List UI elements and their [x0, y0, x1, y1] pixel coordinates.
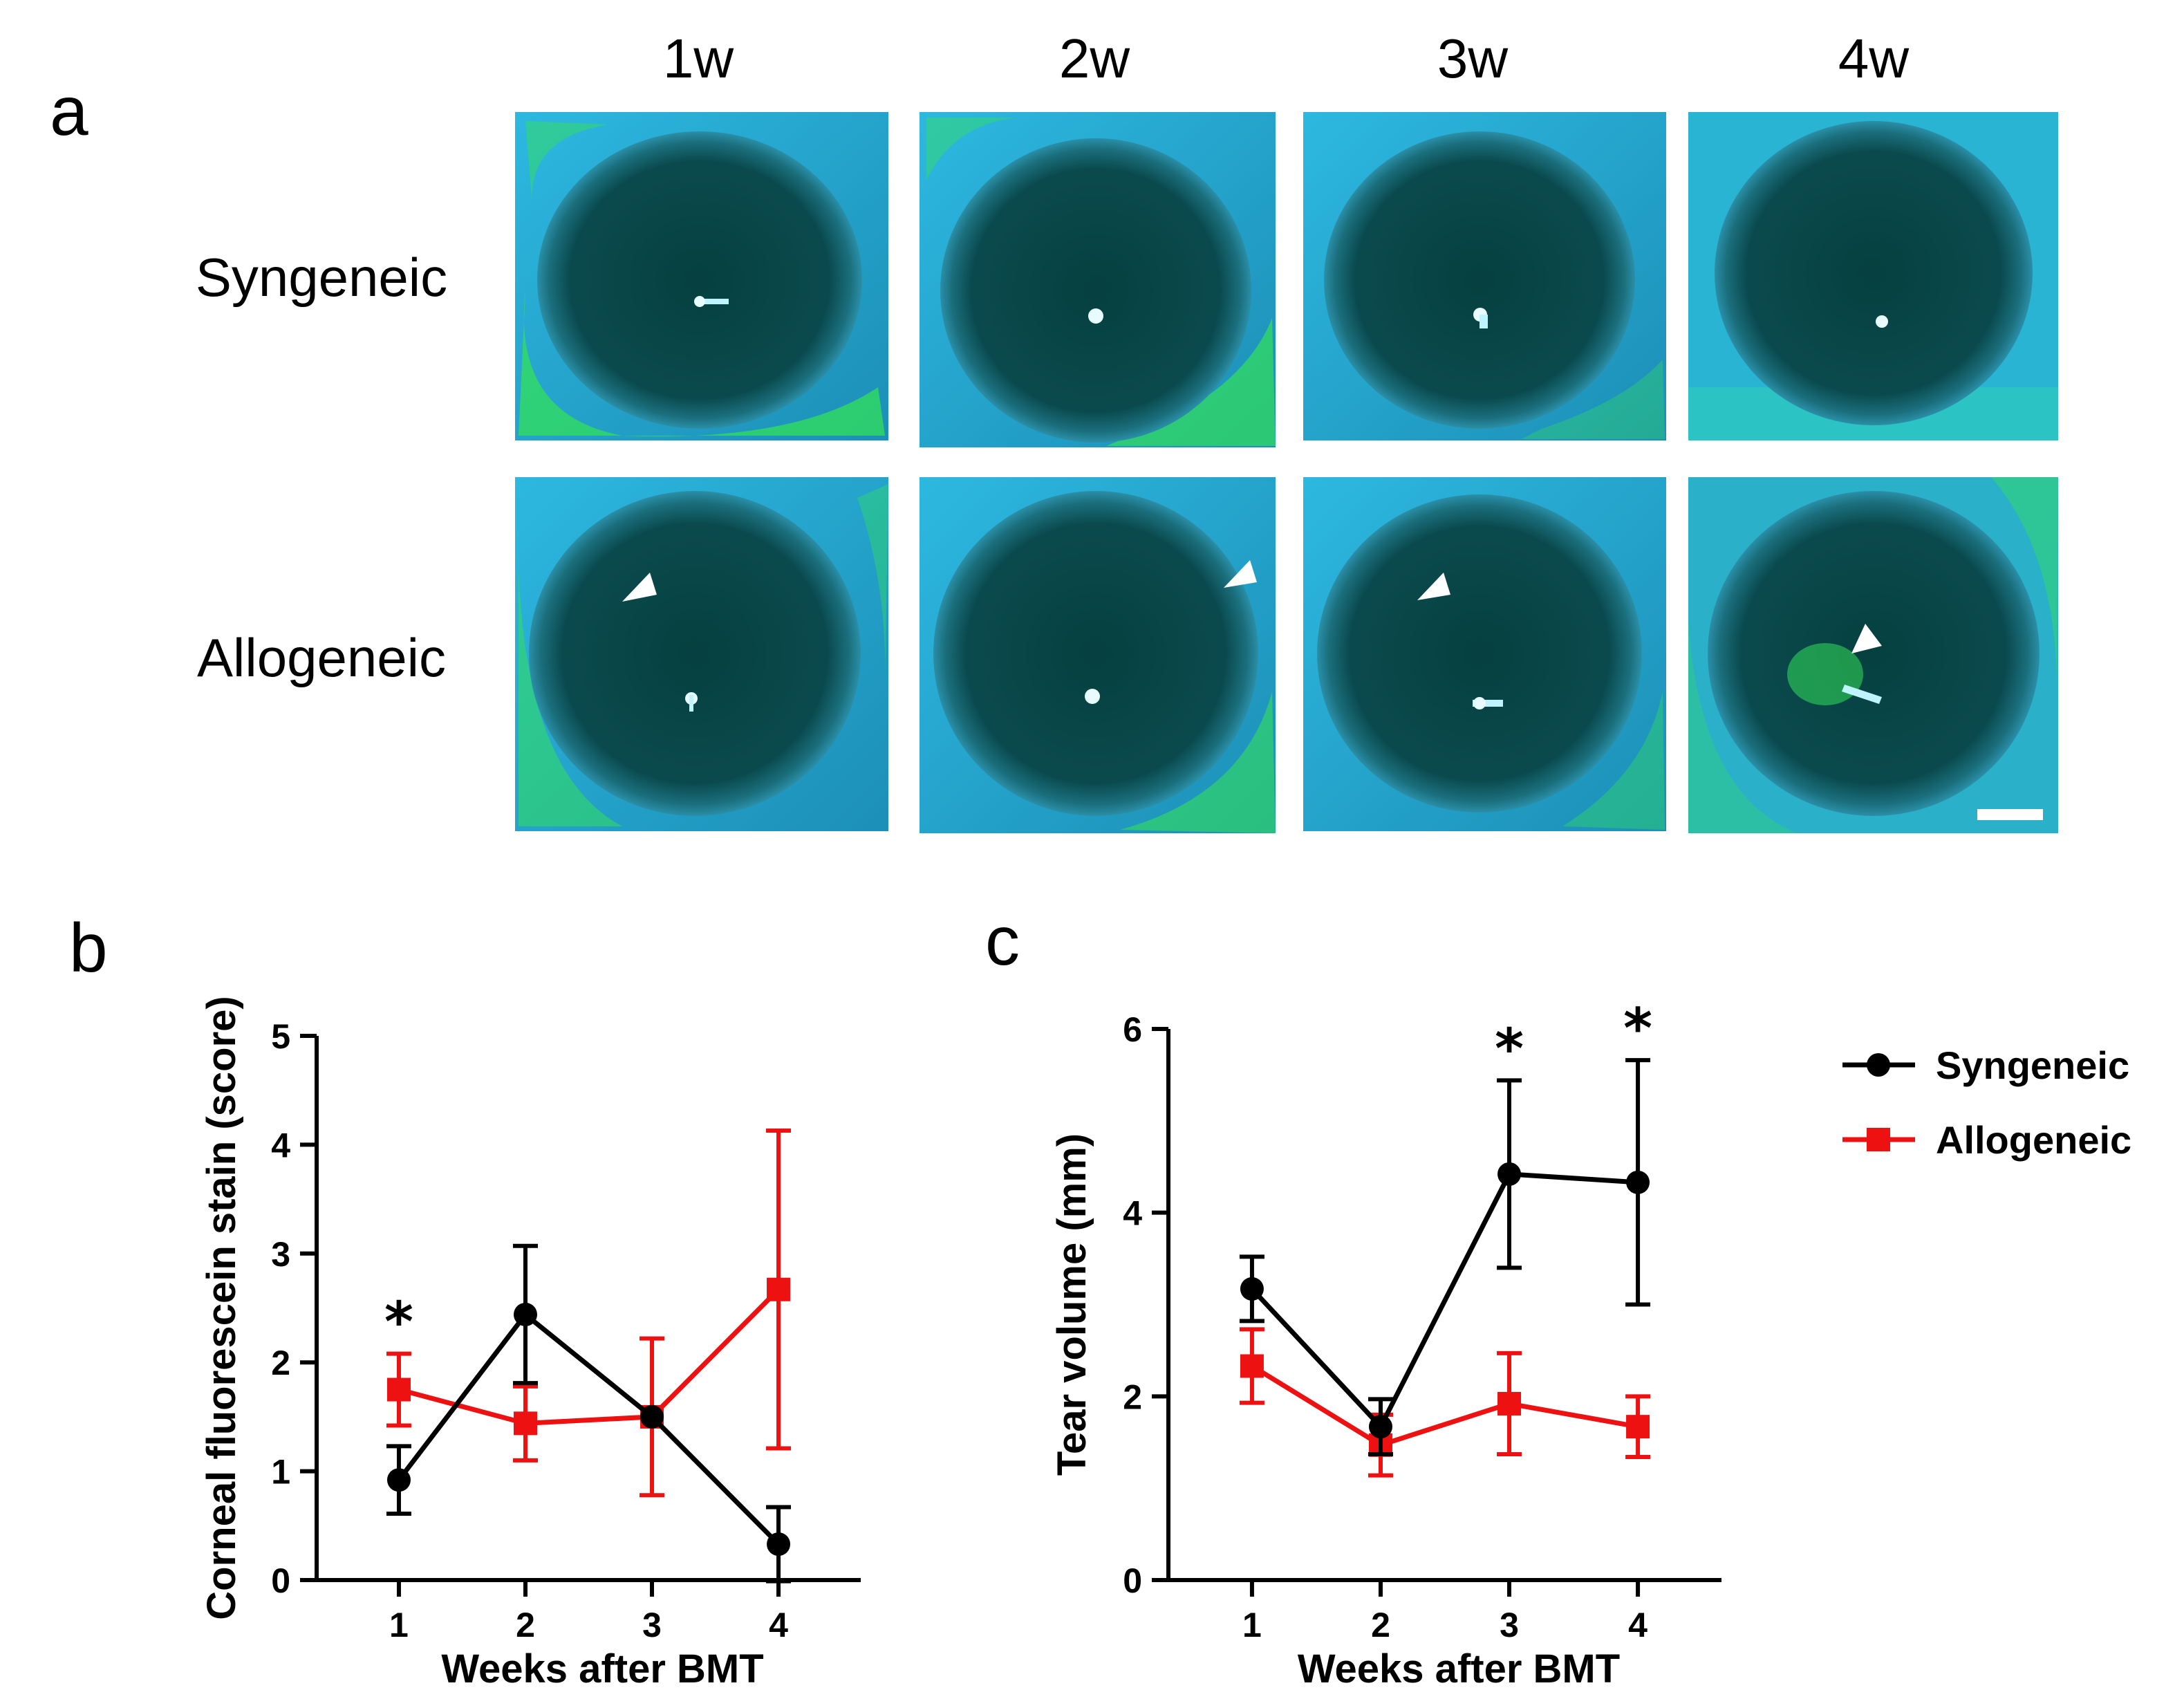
series-line-allogeneic — [1251, 1364, 1639, 1448]
series-line-syngeneic — [1250, 1171, 1639, 1431]
x-tick-label: 4 — [769, 1606, 788, 1644]
eye-photo-allogeneic-1w — [515, 477, 888, 831]
data-point-syngeneic — [767, 1532, 791, 1557]
row-label-syngeneic: Syngeneic — [196, 247, 447, 308]
y-tick-label: 2 — [271, 1344, 290, 1382]
legend-item-allogeneic: Allogeneic — [1842, 1118, 2131, 1162]
x-axis-title: Weeks after BMT — [1298, 1646, 1620, 1691]
significance-star: * — [384, 1290, 413, 1355]
data-point-allogeneic — [386, 1377, 411, 1402]
eye-photo-syngeneic-3w — [1303, 112, 1666, 440]
arrowhead-icon — [622, 573, 657, 602]
data-point-syngeneic — [1368, 1415, 1392, 1439]
legend: Syngeneic Allogeneic — [1842, 1043, 2131, 1162]
data-point-allogeneic — [513, 1411, 537, 1436]
panel-b-label: b — [69, 909, 108, 987]
legend-marker-allogeneic — [1867, 1128, 1890, 1151]
arrowhead-icon — [1224, 560, 1257, 588]
arrowhead-icon — [1851, 624, 1882, 653]
arrowhead-icon — [1417, 573, 1450, 600]
eye-photo-allogeneic-3w — [1303, 477, 1666, 831]
data-point-syngeneic — [1497, 1162, 1522, 1186]
eye-photo-syngeneic-1w — [515, 112, 888, 440]
y-tick-label: 4 — [271, 1126, 290, 1164]
x-tick-label: 2 — [516, 1606, 535, 1644]
data-point-syngeneic — [386, 1468, 411, 1492]
y-axis-title: Tear volume (mm) — [1049, 1133, 1094, 1476]
y-tick-label: 5 — [271, 1017, 290, 1056]
data-point-allogeneic — [1240, 1354, 1264, 1378]
data-point-syngeneic — [640, 1404, 664, 1429]
series-syngeneic — [1239, 1058, 1651, 1457]
legend-item-syngeneic: Syngeneic — [1842, 1043, 2129, 1087]
x-tick-label: 3 — [1500, 1606, 1519, 1644]
panel-a-label: a — [50, 73, 88, 150]
series-allogeneic — [386, 1128, 792, 1498]
y-tick-label: 2 — [1123, 1377, 1142, 1416]
legend-label-allogeneic: Allogeneic — [1936, 1118, 2131, 1162]
legend-marker-syngeneic — [1867, 1053, 1890, 1077]
y-tick-label: 4 — [1123, 1194, 1142, 1233]
panel-c-label: c — [985, 902, 1020, 980]
eye-photo-allogeneic-4w — [1688, 477, 2058, 833]
y-tick-label: 6 — [1123, 1010, 1142, 1049]
column-label-1w: 1w — [663, 28, 734, 89]
eye-photo-syngeneic-2w — [920, 112, 1276, 447]
eye-photo-allogeneic-2w — [920, 477, 1276, 833]
eye-photo-syngeneic-4w — [1688, 112, 2058, 440]
series-allogeneic — [1239, 1327, 1651, 1478]
data-point-syngeneic — [1240, 1277, 1264, 1301]
column-label-4w: 4w — [1838, 28, 1909, 89]
y-tick-label: 1 — [271, 1453, 290, 1492]
x-tick-label: 1 — [1242, 1606, 1262, 1644]
data-point-syngeneic — [1626, 1170, 1650, 1194]
x-tick-label: 1 — [389, 1606, 409, 1644]
x-axis-title: Weeks after BMT — [441, 1646, 763, 1691]
x-tick-label: 2 — [1371, 1606, 1390, 1644]
x-tick-label: 4 — [1628, 1606, 1648, 1644]
data-point-syngeneic — [513, 1302, 537, 1326]
x-tick-label: 3 — [642, 1606, 662, 1644]
data-point-allogeneic — [767, 1277, 791, 1301]
series-line-allogeneic — [398, 1288, 781, 1426]
column-label-3w: 3w — [1437, 28, 1508, 89]
column-label-2w: 2w — [1059, 28, 1130, 89]
y-tick-label: 0 — [1123, 1561, 1142, 1600]
data-point-allogeneic — [1497, 1391, 1522, 1415]
legend-label-syngeneic: Syngeneic — [1936, 1043, 2129, 1087]
significance-star: * — [1495, 1017, 1524, 1081]
series-syngeneic — [386, 1243, 792, 1584]
significance-star: * — [1623, 996, 1652, 1061]
y-tick-label: 0 — [271, 1561, 290, 1600]
data-point-allogeneic — [1626, 1415, 1650, 1439]
y-tick-label: 3 — [271, 1235, 290, 1274]
series-line-syngeneic — [397, 1310, 781, 1546]
y-axis-title: Corneal fluorescein stain (score) — [199, 996, 244, 1619]
row-label-allogeneic: Allogeneic — [197, 627, 446, 688]
scale-bar — [1977, 809, 2043, 820]
